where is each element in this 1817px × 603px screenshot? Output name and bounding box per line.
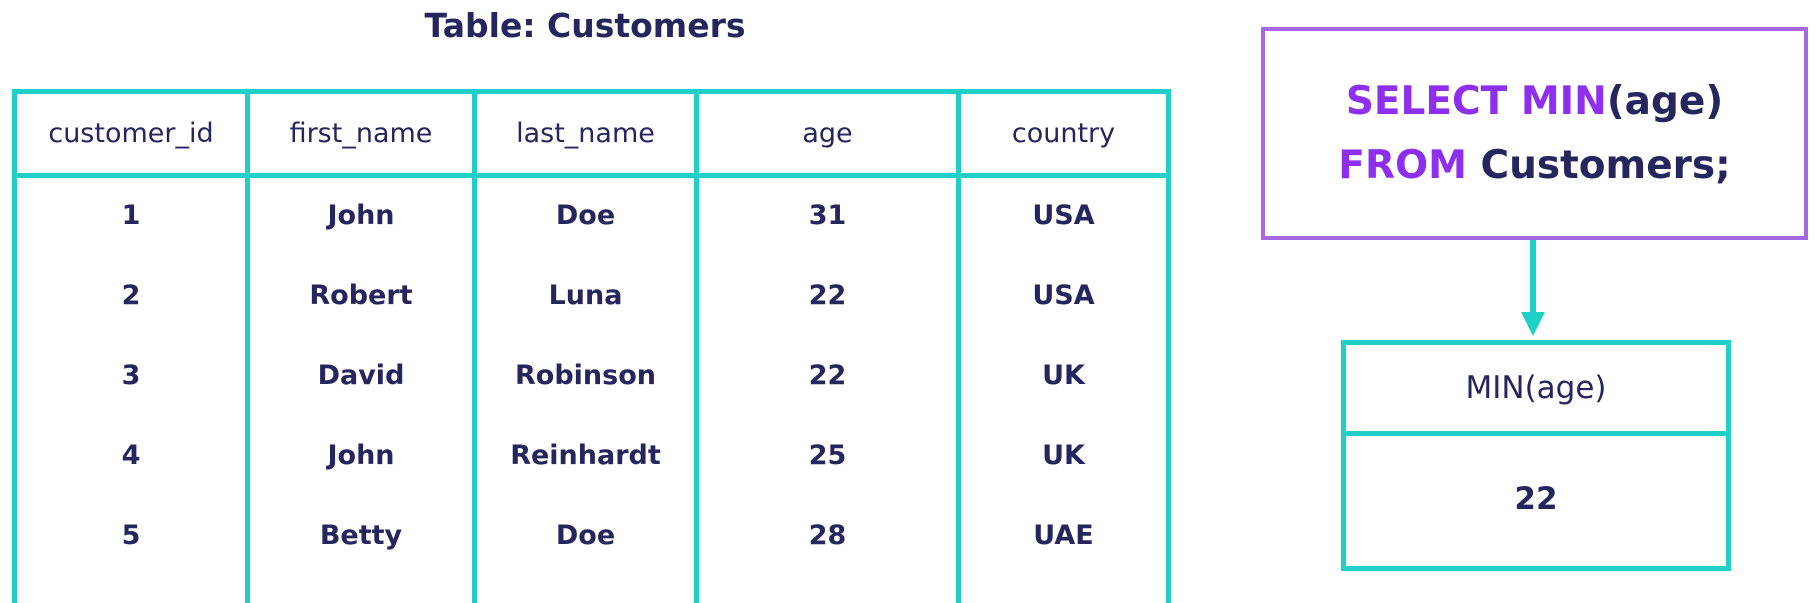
result-table: MIN(age) 22 xyxy=(1341,340,1731,571)
table-cell: David xyxy=(250,338,477,418)
min-keyword: MIN xyxy=(1520,78,1607,124)
table-cell: Doe xyxy=(477,178,699,258)
table-cell: Robinson xyxy=(477,338,699,418)
table-cell: 5 xyxy=(17,498,250,603)
table-cell: 4 xyxy=(17,418,250,498)
column-header-age: age xyxy=(699,94,961,173)
sql-query-box: SELECT MIN(age) FROM Customers; xyxy=(1261,27,1808,240)
table-cell: USA xyxy=(1032,200,1095,231)
table-row: 1 John Doe 31 USA xyxy=(17,178,1166,258)
table-cell: Doe xyxy=(477,498,699,603)
table-cell: 28 xyxy=(699,498,961,603)
table-cell: John xyxy=(250,178,477,258)
min-argument: (age) xyxy=(1606,78,1724,124)
column-header-first-name: first_name xyxy=(250,94,477,173)
table-row: 2 Robert Luna 22 USA xyxy=(17,258,1166,338)
column-header-last-name: last_name xyxy=(477,94,699,173)
column-header-country: country xyxy=(1011,118,1116,149)
table-cell: Betty xyxy=(250,498,477,603)
query-line-1: SELECT MIN(age) xyxy=(1346,70,1723,134)
result-column-header: MIN(age) xyxy=(1346,345,1726,436)
table-title: Table: Customers xyxy=(424,6,746,45)
table-cell: 22 xyxy=(699,338,961,418)
query-line-2: FROM Customers; xyxy=(1338,134,1730,198)
customers-table: customer_id first_name last_name age cou… xyxy=(12,89,1171,603)
table-cell: John xyxy=(250,418,477,498)
table-cell: 2 xyxy=(17,258,250,338)
table-cell: 25 xyxy=(699,418,961,498)
table-cell: Robert xyxy=(250,258,477,338)
table-cell: Reinhardt xyxy=(477,418,699,498)
table-cell: UK xyxy=(1042,360,1085,391)
table-cell: UK xyxy=(1042,440,1085,471)
result-value-cell: 22 xyxy=(1514,481,1558,517)
table-row: 5 Betty Doe 28 UAE xyxy=(17,498,1166,603)
table-cell: 1 xyxy=(17,178,250,258)
table-cell: 22 xyxy=(699,258,961,338)
table-cell: 3 xyxy=(17,338,250,418)
table-name: Customers; xyxy=(1466,142,1731,188)
table-row: 4 John Reinhardt 25 UK xyxy=(17,418,1166,498)
down-arrow-icon xyxy=(1521,240,1545,336)
column-header-customer-id: customer_id xyxy=(17,94,250,173)
table-cell: USA xyxy=(1032,280,1095,311)
table-row: 3 David Robinson 22 UK xyxy=(17,338,1166,418)
select-keyword: SELECT xyxy=(1345,78,1508,124)
table-cell: Luna xyxy=(477,258,699,338)
table-header-row: customer_id first_name last_name age cou… xyxy=(17,94,1166,178)
table-cell: 31 xyxy=(699,178,961,258)
from-keyword: FROM xyxy=(1338,142,1467,188)
table-cell: UAE xyxy=(1033,520,1094,551)
